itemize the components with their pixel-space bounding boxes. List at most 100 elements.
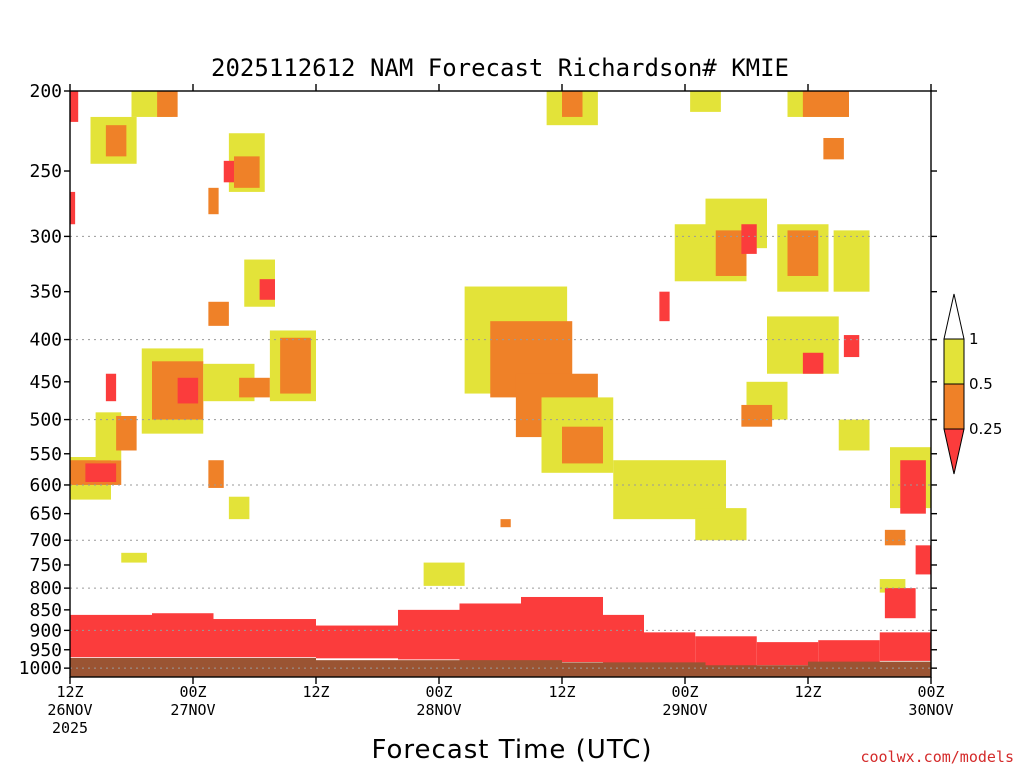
- heatmap-region-76: [879, 632, 931, 661]
- heatmap-region-7: [177, 377, 199, 404]
- heatmap-region-60: [121, 552, 147, 563]
- y-tick-label-200: 200: [29, 81, 62, 102]
- heatmap-region-37: [823, 137, 844, 160]
- heatmap-region-34: [690, 91, 721, 112]
- heatmap-region-66: [213, 619, 316, 658]
- heatmap-region-54: [884, 529, 906, 546]
- y-tick-label-550: 550: [29, 444, 62, 465]
- y-tick-label-300: 300: [29, 226, 62, 247]
- x-tick-label-84-1: 00Z: [917, 683, 944, 701]
- heatmap-region-33: [562, 91, 583, 117]
- heatmap-region-50: [741, 404, 773, 427]
- x-tick-label-0-1: 12Z: [56, 683, 83, 701]
- x-tick-label-60-1: 00Z: [671, 683, 698, 701]
- heatmap-cells: [70, 91, 931, 677]
- heatmap-region-58: [105, 373, 117, 402]
- heatmap-region-2: [85, 463, 117, 482]
- heatmap-region-56: [70, 91, 79, 122]
- y-tick-label-250: 250: [29, 161, 62, 182]
- colorbar-under-025: [943, 428, 965, 475]
- x-tick-label-84-2: 30NOV: [908, 701, 953, 719]
- heatmap-region-48: [843, 335, 860, 358]
- heatmap-region-51: [838, 419, 870, 451]
- heatmap-region-57: [70, 191, 76, 225]
- heatmap-region-72: [644, 632, 696, 667]
- heatmap-region-65: [152, 613, 214, 658]
- heatmap-region-79: [562, 662, 706, 677]
- x-tick-label-12-1: 00Z: [179, 683, 206, 701]
- heatmap-region-43: [787, 230, 819, 276]
- heatmap-region-68: [398, 609, 460, 660]
- heatmap-region-17: [259, 279, 275, 300]
- y-tick-label-350: 350: [29, 282, 62, 303]
- heatmap-region-13: [234, 156, 260, 188]
- colorbar-over-1: [943, 293, 965, 340]
- heatmap-region-24: [228, 496, 250, 520]
- heatmap-region-23: [208, 460, 224, 488]
- heatmap-region-4: [116, 415, 137, 451]
- heatmap-region-75: [818, 640, 880, 663]
- x-tick-label-0-2: 26NOV: [47, 701, 92, 719]
- y-tick-label-950: 950: [29, 640, 62, 661]
- plot-frame: [69, 90, 932, 678]
- x-axis-title: Forecast Time (UTC): [371, 735, 652, 765]
- heatmap-region-61: [423, 562, 465, 586]
- x-tick-label-0-3: 2025: [52, 719, 88, 737]
- heatmap-region-45: [659, 291, 670, 322]
- heatmap-region-67: [316, 625, 398, 659]
- heatmap-region-14: [223, 160, 234, 183]
- colorbar-025-05: [943, 383, 965, 430]
- heatmap-region-55: [915, 545, 931, 575]
- x-tick-label-60-2: 29NOV: [662, 701, 707, 719]
- heatmap-region-73: [695, 636, 757, 667]
- heatmap-region-78: [316, 660, 562, 677]
- heatmap-region-74: [756, 642, 819, 666]
- credit-text: coolwx.com/models: [860, 748, 1014, 766]
- x-tick-label-72-1: 12Z: [794, 683, 821, 701]
- heatmap-region-80: [705, 665, 808, 677]
- heatmap-region-29: [562, 426, 603, 464]
- colorbar-legend: 1 0.5 0.25: [943, 293, 1002, 475]
- heatmap-region-71: [603, 614, 644, 663]
- heatmap-region-64: [70, 614, 152, 658]
- x-tick-label-12-2: 27NOV: [170, 701, 215, 719]
- heatmap-region-41: [741, 224, 757, 254]
- y-tick-label-1000: 1000: [19, 658, 62, 679]
- colorbar-05-1: [943, 338, 965, 385]
- heatmap-region-20: [239, 377, 270, 398]
- x-tick-label-48-1: 12Z: [548, 683, 575, 701]
- heatmap-region-9: [157, 91, 178, 117]
- x-tick-label-24-1: 12Z: [302, 683, 329, 701]
- heatmap-region-81: [808, 661, 931, 677]
- y-tick-label-750: 750: [29, 555, 62, 576]
- heatmap-region-59: [500, 519, 511, 528]
- y-tick-label-650: 650: [29, 504, 62, 525]
- colorbar-label-0: 1: [969, 330, 979, 348]
- heatmap-region-63: [884, 588, 916, 619]
- y-tick-label-450: 450: [29, 372, 62, 393]
- heatmap-region-69: [459, 603, 521, 661]
- y-tick-label-700: 700: [29, 530, 62, 551]
- heatmap-region-44: [833, 230, 870, 292]
- heatmap-region-11: [105, 125, 127, 157]
- heatmap-region-36: [802, 91, 849, 117]
- y-tick-label-900: 900: [29, 620, 62, 641]
- heatmap-region-53: [900, 460, 926, 514]
- x-tick-label-36-1: 00Z: [425, 683, 452, 701]
- heatmap-region-77: [70, 657, 316, 677]
- heatmap-region-18: [208, 301, 229, 326]
- heatmap-region-31: [695, 508, 747, 541]
- y-axis: 200 250 300 350 400 450 500 550 600 650 700 7508008…: [19, 81, 937, 679]
- y-tick-label-400: 400: [29, 330, 62, 351]
- x-tick-label-36-2: 28NOV: [416, 701, 461, 719]
- heatmap-region-22: [280, 337, 311, 394]
- y-tick-label-500: 500: [29, 410, 62, 431]
- y-tick-label-600: 600: [29, 475, 62, 496]
- colorbar-label-1: 0.5: [969, 375, 993, 393]
- colorbar-label-2: 0.25: [969, 420, 1002, 438]
- y-tick-label-850: 850: [29, 600, 62, 621]
- heatmap-region-70: [521, 596, 603, 662]
- heatmap-region-47: [802, 352, 824, 374]
